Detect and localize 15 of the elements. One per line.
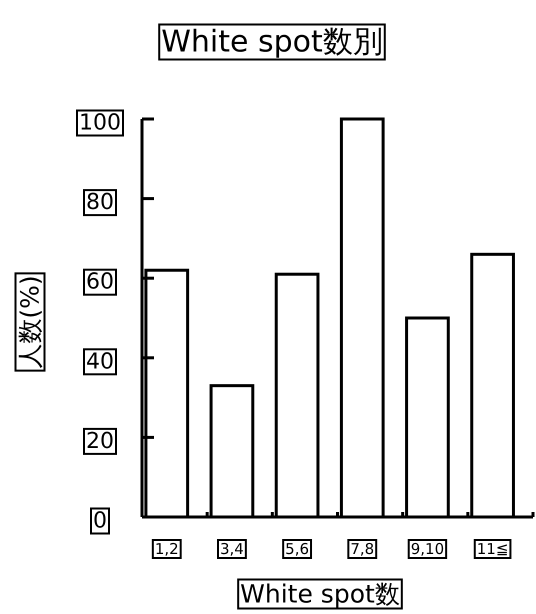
y-tick-label: 0 <box>93 508 107 534</box>
x-tick-label: 9,10 <box>410 540 444 558</box>
x-tick-label: 11≦ <box>476 540 508 558</box>
x-tick-label: 3,4 <box>220 540 244 558</box>
y-tick-label: 60 <box>86 270 114 295</box>
x-axis-title: White spot数 <box>240 580 400 608</box>
x-tick-label: 1,2 <box>154 540 179 558</box>
y-tick-label: 100 <box>79 110 121 136</box>
x-tick-label: 5,6 <box>285 540 310 558</box>
y-axis-title: 人数(%) <box>16 275 44 369</box>
chart-title: White spot数別 <box>161 24 383 60</box>
y-tick-label: 20 <box>86 428 114 454</box>
y-tick-label: 80 <box>86 190 114 216</box>
x-tick-label: 7,8 <box>350 540 374 558</box>
y-tick-label: 40 <box>86 349 114 374</box>
